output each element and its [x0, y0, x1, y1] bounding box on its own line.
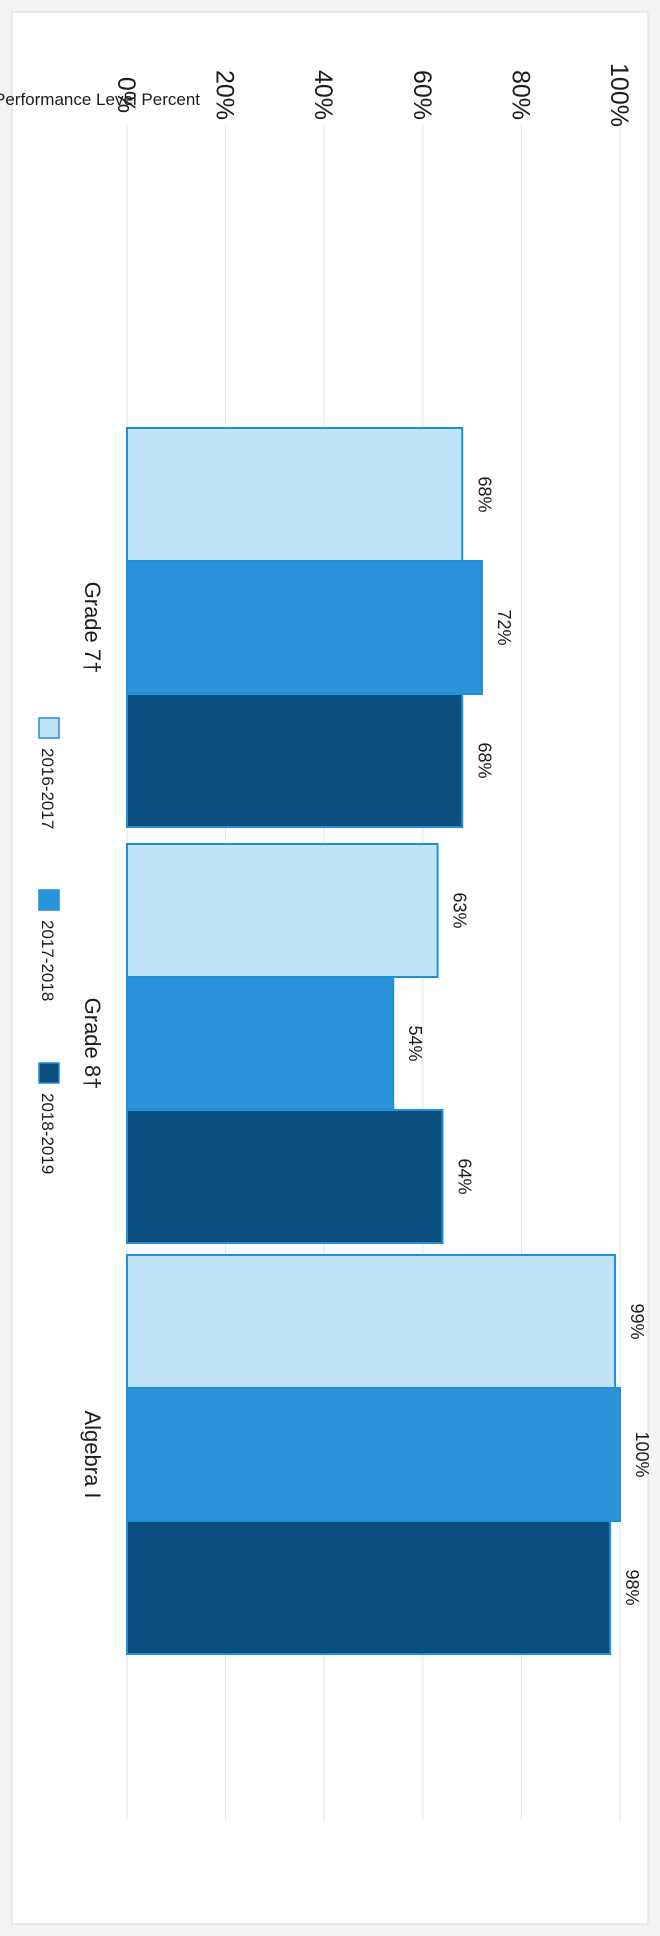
legend-swatch — [38, 1062, 60, 1084]
y-tick-label: 20% — [211, 70, 239, 120]
bar — [126, 1387, 621, 1522]
bar — [125, 1254, 617, 1389]
data-label: 63% — [450, 892, 470, 928]
y-tick-label: 0% — [112, 77, 140, 113]
data-label: 54% — [405, 1025, 425, 1061]
legend-label: 2018-2019 — [38, 1093, 57, 1174]
category-label: Grade 8† — [80, 998, 105, 1090]
y-tick-label: 100% — [605, 63, 633, 127]
bar — [126, 976, 395, 1111]
bar — [126, 1109, 444, 1244]
data-label: 99% — [627, 1303, 647, 1339]
legend-swatch — [38, 889, 60, 911]
y-tick-label: 60% — [408, 70, 436, 120]
data-label: 68% — [474, 476, 494, 512]
legend-label: 2016-2017 — [38, 748, 57, 829]
category-label: Algebra I — [80, 1410, 105, 1498]
bar — [126, 560, 483, 695]
legend-label: 2017-2018 — [38, 920, 57, 1001]
data-label: 72% — [494, 609, 514, 645]
data-label: 68% — [474, 742, 494, 778]
legend-swatch — [38, 717, 60, 739]
data-label: 100% — [632, 1431, 652, 1477]
bar — [126, 693, 464, 828]
y-tick-label: 40% — [309, 70, 337, 120]
data-label: 64% — [455, 1158, 475, 1194]
bar — [126, 427, 464, 562]
category-label: Grade 7† — [80, 582, 105, 674]
bar — [125, 1520, 612, 1655]
bar — [126, 843, 439, 978]
data-label: 98% — [622, 1569, 642, 1605]
y-axis-title: Performance Level Percent — [0, 90, 200, 109]
y-tick-label: 80% — [506, 70, 534, 120]
